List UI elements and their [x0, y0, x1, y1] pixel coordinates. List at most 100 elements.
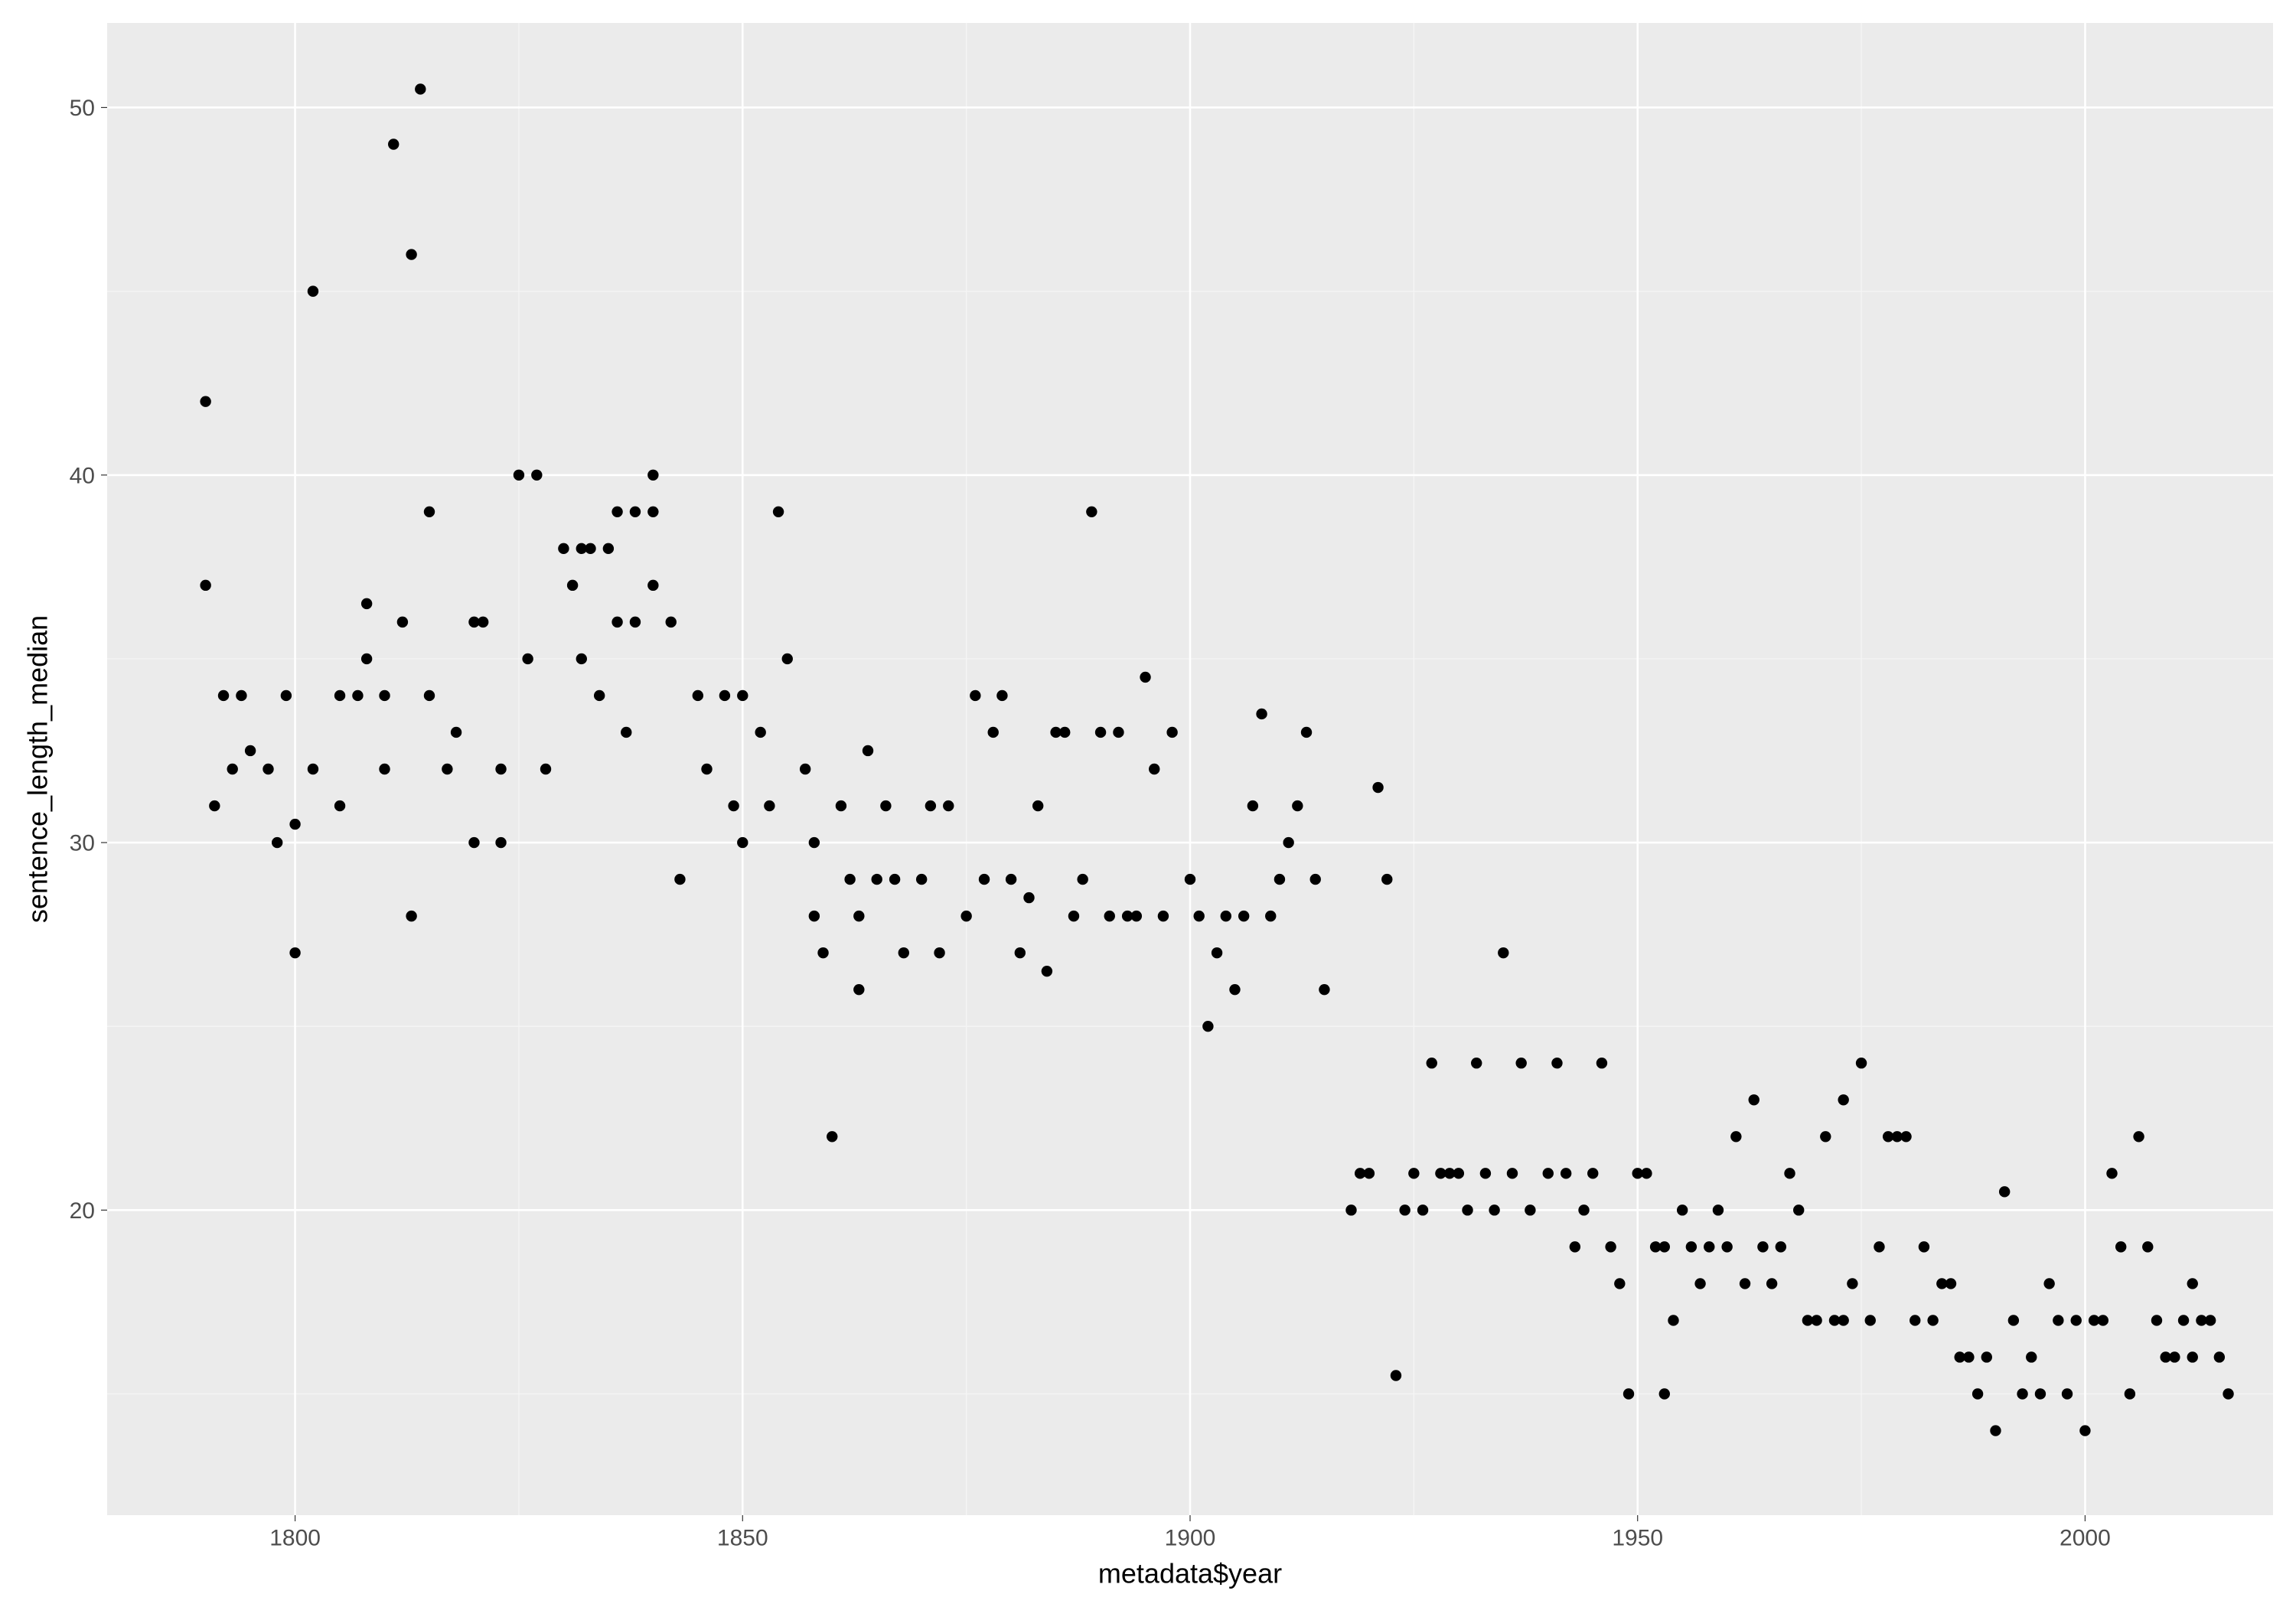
data-point [2178, 1315, 2189, 1325]
data-point [693, 690, 703, 701]
data-point [424, 507, 435, 517]
data-point [674, 874, 685, 885]
data-point [1427, 1058, 1437, 1068]
data-point [943, 800, 954, 811]
data-point [289, 819, 300, 830]
data-point [514, 470, 524, 481]
x-tick-label: 2000 [2060, 1526, 2111, 1551]
data-point [1158, 911, 1169, 921]
data-point [2214, 1351, 2225, 1362]
data-point [1140, 672, 1150, 683]
data-point [1713, 1204, 1724, 1215]
data-point [1668, 1315, 1678, 1325]
data-point [1999, 1186, 2010, 1197]
data-point [1543, 1168, 1554, 1178]
data-point [531, 470, 542, 481]
data-point [2125, 1388, 2135, 1399]
data-point [612, 507, 622, 517]
data-point [853, 984, 864, 995]
data-point [1131, 911, 1142, 921]
data-point [200, 396, 210, 407]
data-point [397, 617, 408, 627]
data-point [1391, 1370, 1401, 1380]
data-point [988, 727, 999, 738]
data-point [281, 690, 292, 701]
data-point [2142, 1241, 2153, 1252]
data-point [478, 617, 488, 627]
data-point [1757, 1241, 1768, 1252]
data-point [1972, 1388, 1983, 1399]
data-point [2071, 1315, 2082, 1325]
data-point [1193, 911, 1204, 921]
data-point [1721, 1241, 1732, 1252]
data-point [1015, 947, 1026, 958]
data-point [728, 800, 739, 811]
data-point [1166, 727, 1177, 738]
data-point [737, 837, 748, 848]
data-point [2187, 1278, 2198, 1289]
data-point [2223, 1388, 2233, 1399]
data-point [996, 690, 1007, 701]
data-point [960, 911, 971, 921]
data-point [701, 764, 712, 774]
data-point [647, 507, 658, 517]
data-point [1793, 1204, 1804, 1215]
data-point [1364, 1168, 1375, 1178]
data-point [576, 654, 587, 664]
data-point [2098, 1315, 2108, 1325]
data-point [334, 800, 345, 811]
data-point [1345, 1204, 1356, 1215]
y-tick-label: 40 [70, 463, 95, 488]
data-point [827, 1131, 837, 1142]
data-point [2053, 1315, 2063, 1325]
data-point [1453, 1168, 1464, 1178]
data-point [1525, 1204, 1535, 1215]
data-point [1471, 1058, 1482, 1068]
data-point [630, 617, 641, 627]
data-point [352, 690, 363, 701]
data-point [1059, 727, 1070, 738]
data-point [379, 690, 390, 701]
data-point [308, 285, 318, 296]
data-point [647, 470, 658, 481]
data-point [1399, 1204, 1410, 1215]
data-point [1229, 984, 1240, 995]
data-point [2008, 1315, 2019, 1325]
data-point [567, 580, 578, 591]
data-point [1865, 1315, 1876, 1325]
data-point [388, 139, 399, 149]
data-point [863, 745, 873, 756]
data-point [2106, 1168, 2117, 1178]
data-point [916, 874, 927, 885]
data-point [2035, 1388, 2046, 1399]
data-point [334, 690, 345, 701]
data-point [1856, 1058, 1867, 1068]
data-point [1686, 1241, 1697, 1252]
data-point [1596, 1058, 1607, 1068]
data-point [1945, 1278, 1956, 1289]
data-point [755, 727, 765, 738]
data-point [970, 690, 980, 701]
data-point [1847, 1278, 1857, 1289]
data-point [1006, 874, 1016, 885]
data-point [424, 690, 435, 701]
data-point [2017, 1388, 2027, 1399]
data-point [979, 874, 990, 885]
data-point [245, 745, 256, 756]
data-point [1372, 782, 1383, 793]
data-point [1417, 1204, 1428, 1215]
data-point [1462, 1204, 1473, 1215]
data-point [1283, 837, 1293, 848]
data-point [621, 727, 631, 738]
data-point [844, 874, 855, 885]
data-point [1408, 1168, 1419, 1178]
data-point [1659, 1388, 1670, 1399]
data-point [836, 800, 846, 811]
data-point [782, 654, 793, 664]
data-point [379, 764, 390, 774]
data-point [1515, 1058, 1526, 1068]
data-point [1740, 1278, 1750, 1289]
data-point [218, 690, 229, 701]
y-tick-label: 30 [70, 831, 95, 856]
data-point [872, 874, 882, 885]
